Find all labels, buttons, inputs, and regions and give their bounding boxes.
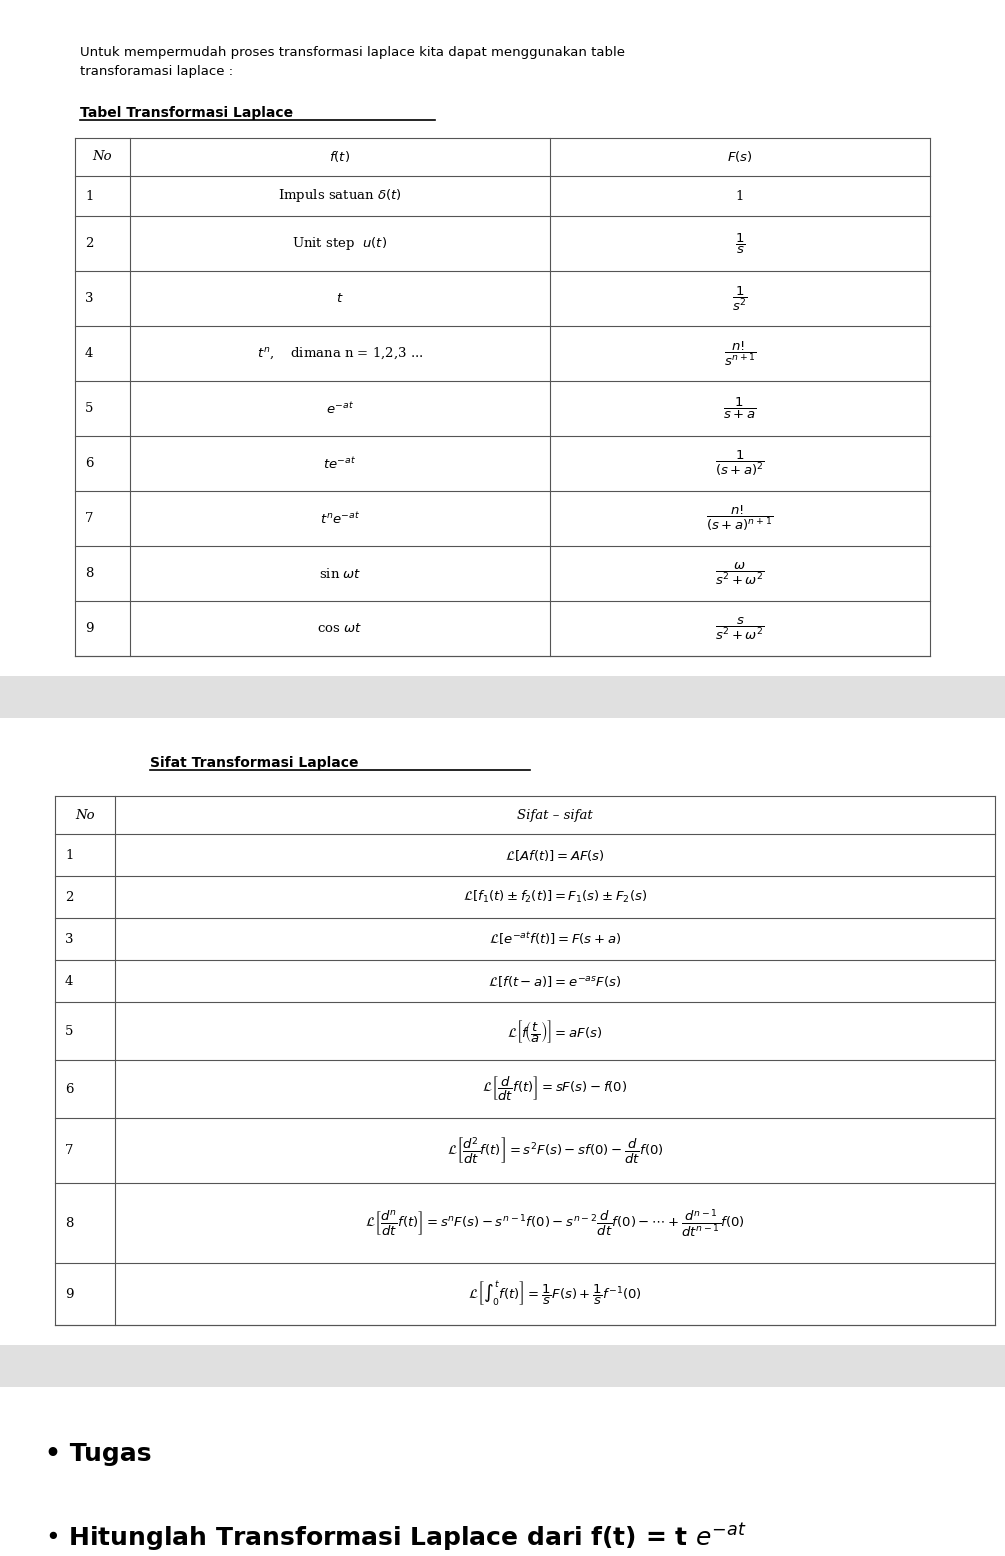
Text: Impuls satuan $\delta(t)$: Impuls satuan $\delta(t)$ <box>278 188 402 204</box>
Text: $f(t)$: $f(t)$ <box>330 149 351 165</box>
Text: $\mathcal{L}\left[\dfrac{d^2}{dt}f(t)\right] = s^2F(s) - sf(0) - \dfrac{d}{dt}f(: $\mathcal{L}\left[\dfrac{d^2}{dt}f(t)\ri… <box>446 1136 663 1165</box>
Text: $t^n$,    dimana n = 1,2,3 ...: $t^n$, dimana n = 1,2,3 ... <box>256 345 423 361</box>
Text: 9: 9 <box>85 622 93 635</box>
Text: $\mathcal{L}[f_1(t) \pm f_2(t)] = F_1(s) \pm F_2(s)$: $\mathcal{L}[f_1(t) \pm f_2(t)] = F_1(s)… <box>463 888 647 906</box>
Text: • Hitunglah Transformasi Laplace dari f(t) = t $e^{-at}$: • Hitunglah Transformasi Laplace dari f(… <box>45 1522 747 1553</box>
Text: 4: 4 <box>65 974 73 988</box>
Bar <box>75 138 930 657</box>
Text: Sifat Transformasi Laplace: Sifat Transformasi Laplace <box>150 756 359 770</box>
Text: cos $\omega t$: cos $\omega t$ <box>318 622 363 635</box>
Text: 8: 8 <box>65 1217 73 1229</box>
Text: 1: 1 <box>85 190 93 202</box>
Bar <box>55 797 995 1326</box>
Text: $\dfrac{1}{s}$: $\dfrac{1}{s}$ <box>735 232 746 255</box>
Text: $\dfrac{s}{s^2+\omega^2}$: $\dfrac{s}{s^2+\omega^2}$ <box>715 615 765 641</box>
Text: $\mathcal{L}\left[f\!\left(\dfrac{t}{a}\right)\right] = aF(s)$: $\mathcal{L}\left[f\!\left(\dfrac{t}{a}\… <box>508 1018 603 1044</box>
Text: $\dfrac{1}{(s+a)^2}$: $\dfrac{1}{(s+a)^2}$ <box>715 448 765 478</box>
Text: $\dfrac{\omega}{s^2+\omega^2}$: $\dfrac{\omega}{s^2+\omega^2}$ <box>715 560 765 587</box>
Text: 1: 1 <box>736 190 744 202</box>
Text: $\mathcal{L}\left[\dfrac{d}{dt}f(t)\right] = sF(s) - f(0)$: $\mathcal{L}\left[\dfrac{d}{dt}f(t)\righ… <box>482 1075 628 1103</box>
Text: No: No <box>75 809 94 822</box>
Text: $\mathcal{L}[e^{-at}f(t)] = F(s+a)$: $\mathcal{L}[e^{-at}f(t)] = F(s+a)$ <box>488 930 621 948</box>
Text: 1: 1 <box>65 848 73 862</box>
Text: $t^ne^{-at}$: $t^ne^{-at}$ <box>320 510 360 526</box>
Text: $\dfrac{n!}{(s+a)^{n+1}}$: $\dfrac{n!}{(s+a)^{n+1}}$ <box>707 504 774 534</box>
Text: $t$: $t$ <box>337 293 344 305</box>
Bar <box>0 675 1005 717</box>
Text: Untuk mempermudah proses transformasi laplace kita dapat menggunakan table
trans: Untuk mempermudah proses transformasi la… <box>80 47 625 78</box>
Text: Tabel Transformasi Laplace: Tabel Transformasi Laplace <box>80 106 293 120</box>
Text: 8: 8 <box>85 566 93 580</box>
Text: $\dfrac{1}{s+a}$: $\dfrac{1}{s+a}$ <box>724 395 757 422</box>
Text: $te^{-at}$: $te^{-at}$ <box>324 456 357 471</box>
Text: 6: 6 <box>85 457 93 470</box>
Text: $\mathcal{L}[f(t-a)] = e^{-as}F(s)$: $\mathcal{L}[f(t-a)] = e^{-as}F(s)$ <box>488 974 622 988</box>
Text: • Tugas: • Tugas <box>45 1442 152 1466</box>
Text: 2: 2 <box>85 237 93 251</box>
Text: 5: 5 <box>65 1024 73 1038</box>
Text: Unit step  $u(t)$: Unit step $u(t)$ <box>292 235 388 252</box>
Text: 7: 7 <box>65 1144 73 1158</box>
Text: 6: 6 <box>65 1083 73 1095</box>
Text: $\dfrac{n!}{s^{n+1}}$: $\dfrac{n!}{s^{n+1}}$ <box>724 339 757 367</box>
Text: $e^{-at}$: $e^{-at}$ <box>326 401 354 417</box>
Text: $\mathcal{L}\left[\int_0^t f(t)\right] = \dfrac{1}{s}F(s) + \dfrac{1}{s}f^{-1}(0: $\mathcal{L}\left[\int_0^t f(t)\right] =… <box>468 1279 642 1309</box>
Text: Sifat – sifat: Sifat – sifat <box>518 809 593 822</box>
Text: 3: 3 <box>85 293 93 305</box>
Text: No: No <box>92 151 113 163</box>
Text: sin $\omega t$: sin $\omega t$ <box>319 566 361 580</box>
Text: $\dfrac{1}{s^2}$: $\dfrac{1}{s^2}$ <box>732 285 748 313</box>
Text: 9: 9 <box>65 1287 73 1301</box>
Text: $\mathcal{L}[Af(t)] = AF(s)$: $\mathcal{L}[Af(t)] = AF(s)$ <box>506 848 605 862</box>
Text: 7: 7 <box>85 512 93 524</box>
Text: 4: 4 <box>85 347 93 359</box>
Text: 5: 5 <box>85 401 93 415</box>
Bar <box>0 1344 1005 1386</box>
Text: 3: 3 <box>65 932 73 946</box>
Text: $F(s)$: $F(s)$ <box>728 149 753 165</box>
Text: $\mathcal{L}\left[\dfrac{d^n}{dt}f(t)\right] = s^nF(s) - s^{n-1}f(0) - s^{n-2}\d: $\mathcal{L}\left[\dfrac{d^n}{dt}f(t)\ri… <box>365 1207 745 1239</box>
Text: 2: 2 <box>65 890 73 904</box>
